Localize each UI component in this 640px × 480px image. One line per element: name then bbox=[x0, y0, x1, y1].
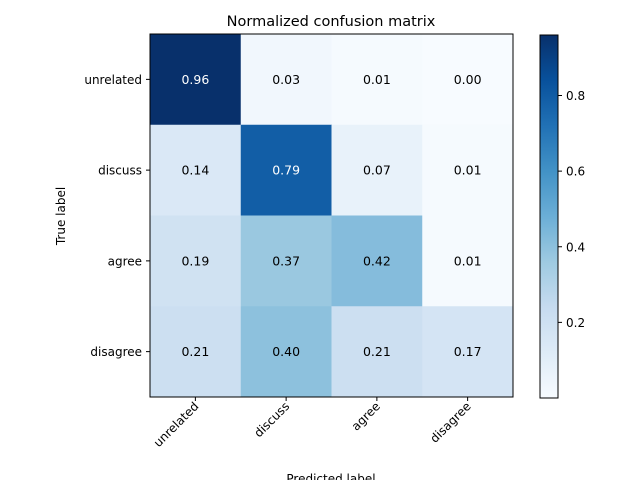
cell-value-label: 0.01 bbox=[454, 163, 482, 178]
cell-value-label: 0.17 bbox=[454, 344, 482, 359]
x-axis-label: Predicted label bbox=[286, 472, 375, 480]
cell-value-label: 0.14 bbox=[181, 163, 209, 178]
x-tick-label: unrelated bbox=[151, 399, 202, 450]
heatmap-cell bbox=[150, 215, 242, 307]
cell-value-label: 0.21 bbox=[363, 344, 391, 359]
cell-value-label: 0.03 bbox=[272, 72, 300, 87]
heatmap-cell bbox=[150, 306, 242, 398]
colorbar-tick-label: 0.2 bbox=[566, 316, 585, 330]
plot-frame bbox=[149, 33, 514, 398]
heatmap-cell bbox=[331, 34, 423, 126]
heatmap-cell bbox=[150, 124, 242, 216]
y-axis-ticks: unrelated discuss agree disagree bbox=[84, 73, 150, 359]
cell-value-label: 0.01 bbox=[454, 253, 482, 268]
cell-value-label: 0.40 bbox=[272, 344, 300, 359]
heatmap-cell bbox=[422, 215, 514, 307]
heatmap-cells bbox=[150, 34, 514, 398]
heatmap-cell bbox=[240, 306, 332, 398]
cell-value-label: 0.21 bbox=[181, 344, 209, 359]
chart-title: Normalized confusion matrix bbox=[227, 14, 436, 30]
colorbar-ticks: 0.2 0.4 0.6 0.8 bbox=[558, 89, 585, 330]
cell-value-label: 0.79 bbox=[272, 163, 300, 178]
x-tick-label: discuss bbox=[251, 399, 292, 440]
cell-value-label: 0.19 bbox=[181, 253, 209, 268]
heatmap-cell bbox=[331, 306, 423, 398]
heatmap-cell bbox=[331, 215, 423, 307]
colorbar-tick-label: 0.8 bbox=[566, 89, 585, 103]
heatmap-cell bbox=[422, 34, 514, 126]
y-tick-label: unrelated bbox=[84, 73, 142, 87]
cell-value-labels: 0.96 0.03 0.01 0.00 0.14 0.79 0.07 0.01 0.19 0.37… bbox=[181, 72, 481, 359]
cell-value-label: 0.01 bbox=[363, 72, 391, 87]
y-tick-label: agree bbox=[108, 254, 142, 268]
colorbar-tick-label: 0.4 bbox=[566, 240, 585, 254]
x-axis-ticks: unrelated discuss agree disagree bbox=[151, 397, 474, 450]
cell-value-label: 0.07 bbox=[363, 163, 391, 178]
heatmap-cell bbox=[240, 215, 332, 307]
cell-value-label: 0.00 bbox=[454, 72, 482, 87]
cell-value-label: 0.37 bbox=[272, 253, 300, 268]
x-tick-label: agree bbox=[349, 399, 383, 433]
heatmap-cell bbox=[240, 124, 332, 216]
heatmap-cell bbox=[240, 34, 332, 126]
heatmap-cell bbox=[422, 124, 514, 216]
cell-value-label: 0.96 bbox=[181, 72, 209, 87]
colorbar-tick-label: 0.6 bbox=[566, 165, 585, 179]
heatmap-cell bbox=[331, 124, 423, 216]
colorbar bbox=[539, 34, 559, 399]
x-tick-label: disagree bbox=[427, 399, 473, 445]
heatmap-cell bbox=[150, 34, 242, 126]
y-axis-label: True label bbox=[54, 187, 68, 246]
cell-value-label: 0.42 bbox=[363, 253, 391, 268]
heatmap-cell bbox=[422, 306, 514, 398]
y-tick-label: disagree bbox=[90, 345, 142, 359]
y-tick-label: discuss bbox=[98, 164, 142, 178]
